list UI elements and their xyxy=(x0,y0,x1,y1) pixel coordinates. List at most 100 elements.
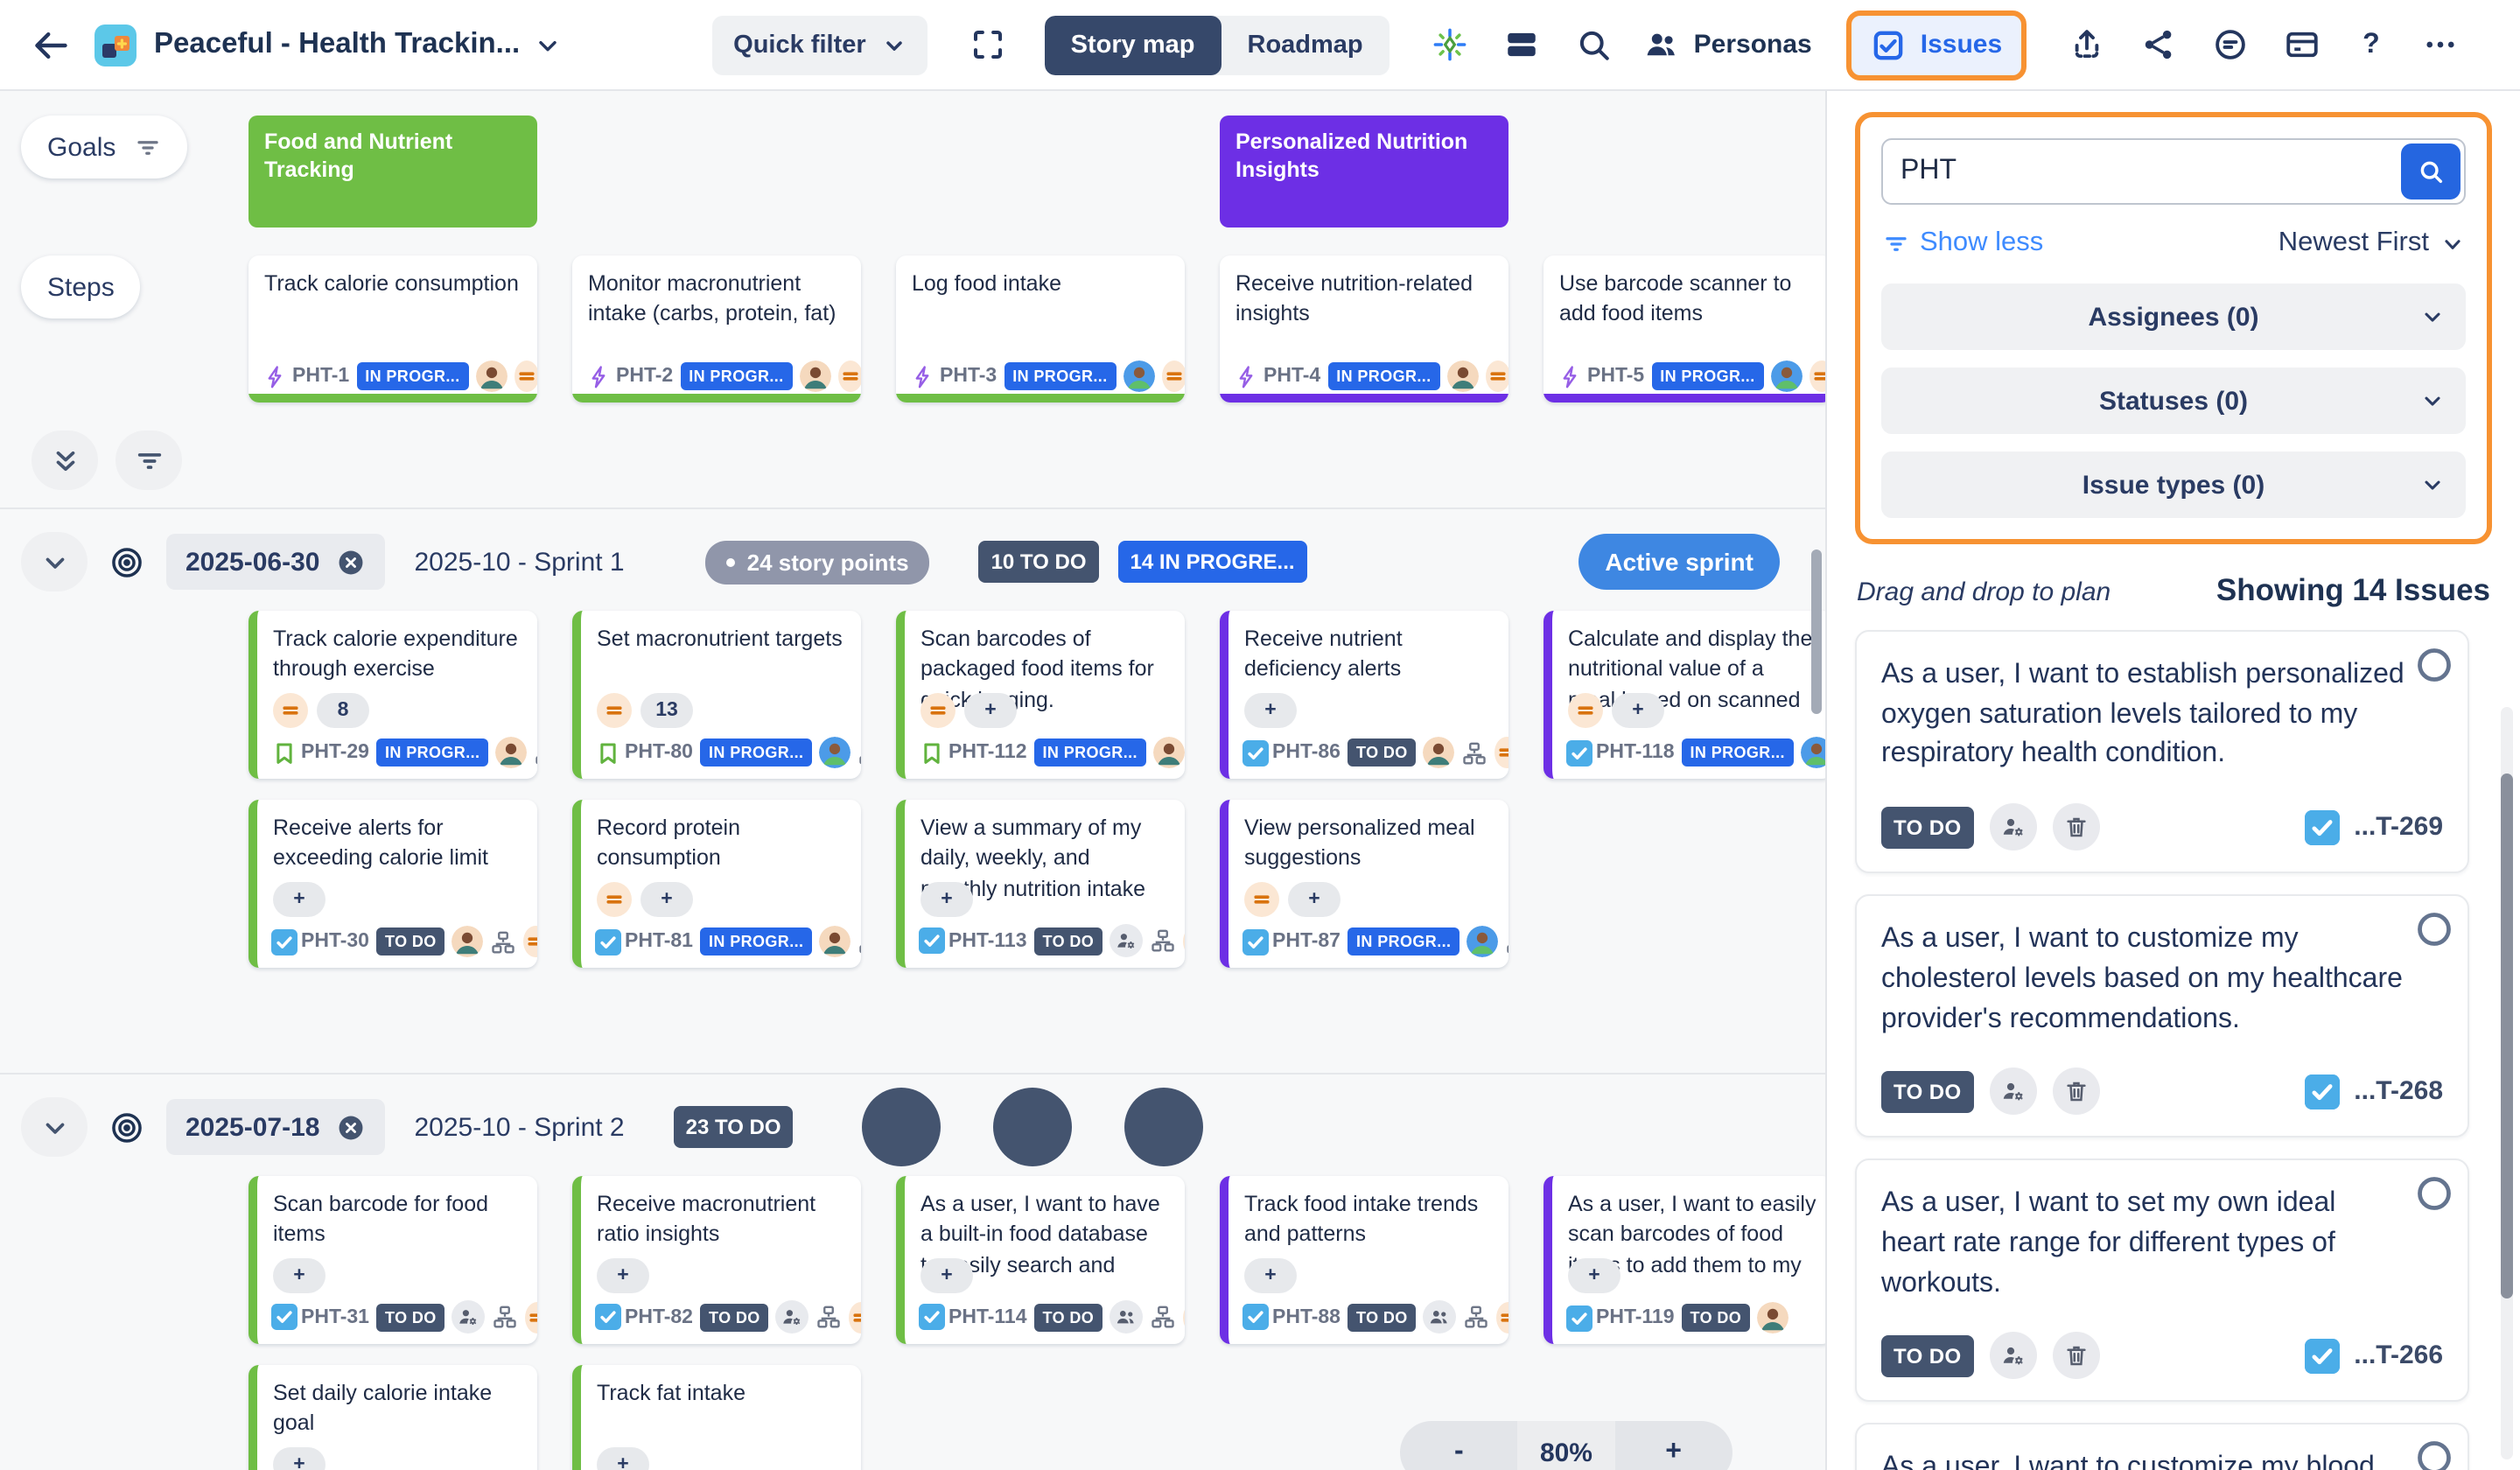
assign-button[interactable] xyxy=(1989,1068,2037,1116)
story-card[interactable]: Monitor macronutrient intake (carbs, pro… xyxy=(572,256,861,402)
add-estimate-button[interactable]: + xyxy=(273,1447,326,1470)
sprint-date-chip[interactable]: 2025-06-30 xyxy=(166,534,385,590)
collapse-sprint-button[interactable] xyxy=(21,1097,88,1157)
story-card[interactable]: Log food intake PHT-3 IN PROGR... xyxy=(896,256,1185,402)
more-icon[interactable] xyxy=(2422,26,2459,63)
goals-button[interactable]: Goals xyxy=(21,116,188,178)
select-circle-icon[interactable] xyxy=(2415,646,2454,684)
story-card[interactable]: Receive nutrition-related insights PHT-4… xyxy=(1220,256,1508,402)
back-arrow-icon[interactable] xyxy=(32,25,70,64)
search-submit-button[interactable] xyxy=(2401,144,2460,200)
steps-button[interactable]: Steps xyxy=(21,256,141,318)
story-card[interactable]: Set macronutrient targets 13 PHT-80 IN P… xyxy=(572,611,861,779)
add-estimate-button[interactable]: + xyxy=(1612,693,1664,728)
add-estimate-button[interactable]: + xyxy=(1568,1258,1620,1293)
story-card[interactable]: Track fat intake + PHT-83 TO DO xyxy=(572,1365,861,1470)
card-icon[interactable] xyxy=(2284,26,2320,63)
person-gear-icon[interactable] xyxy=(775,1300,809,1334)
story-card[interactable]: View personalized meal suggestions + PHT… xyxy=(1220,800,1508,968)
assign-button[interactable] xyxy=(1989,803,2037,851)
board-icon[interactable] xyxy=(1503,26,1540,63)
add-estimate-button[interactable]: + xyxy=(920,1258,973,1293)
story-card[interactable]: As a user, I want to have a built-in foo… xyxy=(896,1176,1185,1344)
sort-dropdown[interactable]: Newest First xyxy=(2278,228,2464,259)
epic-card[interactable]: Personalized Nutrition Insights xyxy=(1220,116,1508,228)
filter-button-1[interactable]: Statuses (0) xyxy=(1881,368,2466,434)
story-card[interactable]: As a user, I want to easily scan barcode… xyxy=(1544,1176,1825,1344)
chevron-down-icon[interactable] xyxy=(534,31,562,59)
select-circle-icon[interactable] xyxy=(2415,1439,2454,1470)
show-less-link[interactable]: Show less xyxy=(1883,228,2043,259)
story-card[interactable]: Track calorie expenditure through exerci… xyxy=(248,611,537,779)
feedback-icon[interactable] xyxy=(2212,26,2249,63)
zoom-in-button[interactable]: + xyxy=(1614,1421,1732,1470)
estimate-badge[interactable]: 8 xyxy=(317,693,369,728)
story-card[interactable]: Set daily calorie intake goal + PHT-32 T… xyxy=(248,1365,537,1470)
assign-button[interactable] xyxy=(1989,1332,2037,1380)
close-circle-icon[interactable] xyxy=(335,547,365,577)
search-icon[interactable] xyxy=(1575,26,1612,63)
issue-card[interactable]: As a user, I want to customize my choles… xyxy=(1855,894,2469,1138)
help-icon[interactable]: ? xyxy=(2362,29,2380,59)
add-estimate-button[interactable]: + xyxy=(640,882,693,917)
story-card[interactable]: Receive nutrient deficiency alerts + PHT… xyxy=(1220,611,1508,779)
tab-roadmap[interactable]: Roadmap xyxy=(1247,31,1363,59)
issue-search-input[interactable] xyxy=(1881,138,2466,205)
add-estimate-button[interactable]: + xyxy=(920,882,973,917)
person-gear-icon[interactable] xyxy=(452,1300,486,1334)
delete-button[interactable] xyxy=(2052,1068,2100,1116)
add-estimate-button[interactable]: + xyxy=(273,882,326,917)
add-estimate-button[interactable]: + xyxy=(1244,1258,1297,1293)
story-card[interactable]: Calculate and display the nutritional va… xyxy=(1544,611,1825,779)
issue-card[interactable]: As a user, I want to customize my blood … xyxy=(1855,1423,2469,1470)
export-icon[interactable] xyxy=(2068,26,2105,63)
add-estimate-button[interactable]: + xyxy=(1288,882,1340,917)
story-card[interactable]: Receive alerts for exceeding calorie lim… xyxy=(248,800,537,968)
story-card[interactable]: Scan barcode for food items + PHT-31 TO … xyxy=(248,1176,537,1344)
personas-button[interactable]: Personas xyxy=(1643,26,1812,63)
sprint-date-chip[interactable]: 2025-07-18 xyxy=(166,1099,385,1155)
issue-key: PHT-1 xyxy=(292,366,350,387)
select-circle-icon[interactable] xyxy=(2415,1175,2454,1214)
sparkle-icon[interactable] xyxy=(1432,26,1468,63)
board-scrollbar[interactable] xyxy=(1811,550,1822,714)
story-card[interactable]: View a summary of my daily, weekly, and … xyxy=(896,800,1185,968)
issues-scrollbar[interactable] xyxy=(2501,707,2513,1460)
story-card[interactable]: Track food intake trends and patterns + … xyxy=(1220,1176,1508,1344)
collapse-all-button[interactable] xyxy=(32,430,98,490)
project-title[interactable]: Peaceful - Health Trackin... xyxy=(154,28,521,60)
add-estimate-button[interactable]: + xyxy=(964,693,1017,728)
close-circle-icon[interactable] xyxy=(335,1112,365,1142)
board-filter-button[interactable] xyxy=(116,430,182,490)
filter-button-2[interactable]: Issue types (0) xyxy=(1881,452,2466,518)
add-estimate-button[interactable]: + xyxy=(597,1258,649,1293)
story-card[interactable]: Track calorie consumption PHT-1 IN PROGR… xyxy=(248,256,537,402)
fullscreen-icon[interactable] xyxy=(970,26,1006,63)
delete-button[interactable] xyxy=(2052,1332,2100,1380)
collapse-sprint-button[interactable] xyxy=(21,532,88,592)
active-sprint-button[interactable]: Active sprint xyxy=(1578,534,1780,590)
issue-card[interactable]: As a user, I want to set my own ideal he… xyxy=(1855,1158,2469,1403)
share-icon[interactable] xyxy=(2140,26,2177,63)
story-card[interactable]: Record protein consumption + PHT-81 IN P… xyxy=(572,800,861,968)
epic-card[interactable]: Food and Nutrient Tracking xyxy=(248,116,537,228)
add-estimate-button[interactable]: + xyxy=(597,1447,649,1470)
zoom-out-button[interactable]: - xyxy=(1400,1421,1518,1470)
story-card[interactable]: Scan barcodes of packaged food items for… xyxy=(896,611,1185,779)
estimate-badge[interactable]: 13 xyxy=(640,693,693,728)
quick-filter-button[interactable]: Quick filter xyxy=(712,15,928,74)
add-estimate-button[interactable]: + xyxy=(273,1258,326,1293)
issues-button[interactable]: Issues xyxy=(1846,10,2027,80)
people-icon[interactable] xyxy=(1110,1300,1144,1334)
story-card[interactable]: Receive macronutrient ratio insights + P… xyxy=(572,1176,861,1344)
story-card[interactable]: Use barcode scanner to add food items PH… xyxy=(1544,256,1825,402)
people-icon[interactable] xyxy=(1423,1300,1457,1334)
select-circle-icon[interactable] xyxy=(2415,910,2454,948)
tab-story-map[interactable]: Story map xyxy=(1044,15,1222,74)
sprint-more-button[interactable] xyxy=(861,1088,1203,1166)
person-gear-icon[interactable] xyxy=(1110,924,1144,957)
add-estimate-button[interactable]: + xyxy=(1244,693,1297,728)
delete-button[interactable] xyxy=(2052,803,2100,851)
issue-card[interactable]: As a user, I want to establish personali… xyxy=(1855,630,2469,874)
filter-button-0[interactable]: Assignees (0) xyxy=(1881,284,2466,350)
